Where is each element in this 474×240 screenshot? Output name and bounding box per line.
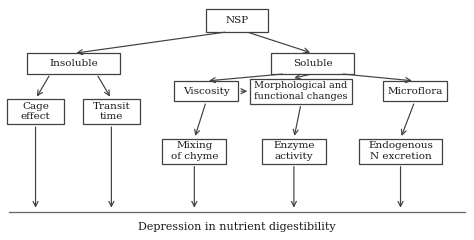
FancyBboxPatch shape (83, 99, 140, 124)
FancyBboxPatch shape (7, 99, 64, 124)
FancyBboxPatch shape (262, 139, 326, 164)
Text: Depression in nutrient digestibility: Depression in nutrient digestibility (138, 222, 336, 232)
Text: Viscosity: Viscosity (183, 87, 229, 96)
Text: Soluble: Soluble (293, 59, 333, 68)
FancyBboxPatch shape (174, 81, 238, 101)
Text: Microflora: Microflora (387, 87, 442, 96)
FancyBboxPatch shape (162, 139, 226, 164)
Text: Transit
time: Transit time (92, 102, 130, 121)
Text: Insoluble: Insoluble (49, 59, 98, 68)
Text: Morphological and
functional changes: Morphological and functional changes (254, 82, 348, 101)
FancyBboxPatch shape (250, 79, 352, 104)
FancyBboxPatch shape (383, 81, 447, 101)
FancyBboxPatch shape (359, 139, 442, 164)
FancyBboxPatch shape (271, 54, 354, 74)
Text: Enzyme
activity: Enzyme activity (273, 142, 315, 161)
FancyBboxPatch shape (206, 9, 268, 32)
Text: Mixing
of chyme: Mixing of chyme (171, 142, 218, 161)
Text: Cage
effect: Cage effect (21, 102, 50, 121)
FancyBboxPatch shape (27, 54, 119, 74)
Text: NSP: NSP (226, 16, 248, 25)
Text: Endogenous
N excretion: Endogenous N excretion (368, 142, 433, 161)
